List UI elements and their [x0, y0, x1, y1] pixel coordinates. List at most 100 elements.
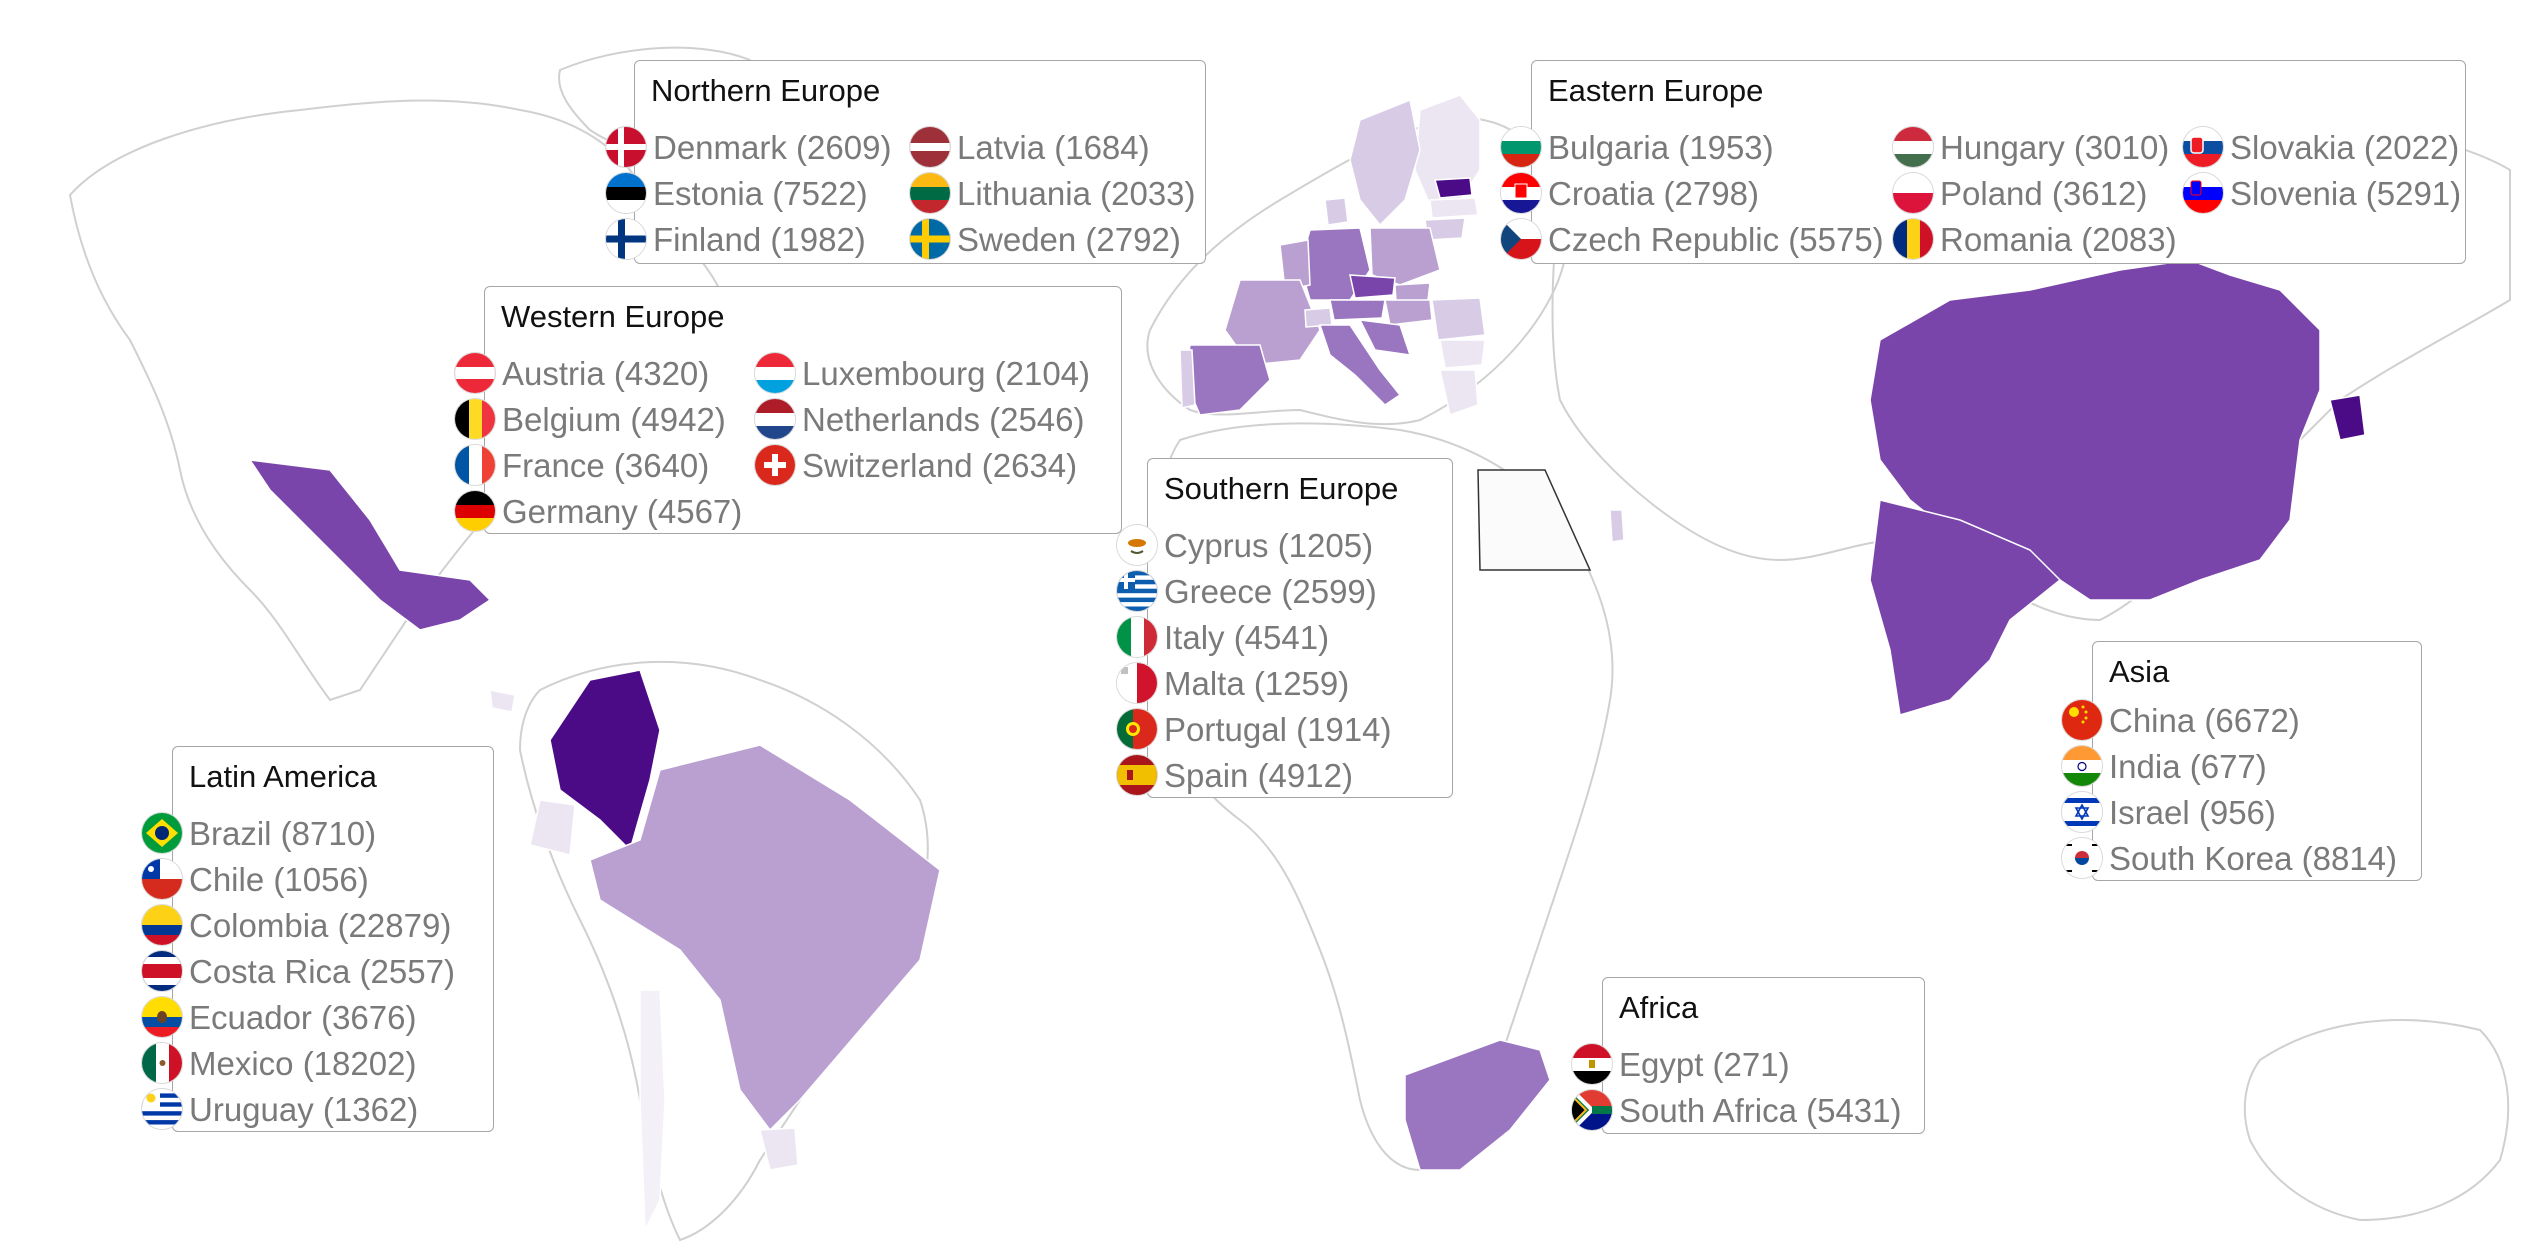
- germany-flag-icon: [454, 490, 496, 532]
- entry-label: Lithuania (2033): [957, 175, 1196, 212]
- greece-flag-icon: [1116, 570, 1158, 612]
- entry-label: Denmark (2609): [653, 129, 892, 166]
- uruguay-shape: [759, 1127, 799, 1171]
- malta-flag-icon: [1116, 662, 1158, 704]
- entry-label: Uruguay (1362): [189, 1091, 419, 1128]
- ecuador-shape: [529, 799, 576, 856]
- slovenia-flag-icon: [2182, 172, 2224, 214]
- romania-flag-icon: [1892, 218, 1934, 260]
- entry-label: Czech Republic (5575): [1548, 221, 1884, 258]
- cyprus-flag-icon: [1116, 524, 1158, 566]
- entry-label: France (3640): [502, 447, 710, 484]
- entry-label: Colombia (22879): [189, 907, 452, 944]
- entry-label: Brazil (8710): [189, 815, 377, 852]
- spain-shape: [1184, 344, 1271, 416]
- entry-label: Italy (4541): [1164, 619, 1330, 656]
- entry-label: Portugal (1914): [1164, 711, 1392, 748]
- italy-shape: [1318, 324, 1402, 406]
- south-africa-shape: [1404, 1039, 1551, 1171]
- latvia-shape: [1429, 197, 1479, 219]
- brazil-flag-icon: [141, 812, 183, 854]
- entry-label: Switzerland (2634): [802, 447, 1078, 484]
- entry-label: South Africa (5431): [1619, 1092, 1902, 1129]
- hungary-flag-icon: [1892, 126, 1934, 168]
- region-title: Eastern Europe: [1548, 73, 1764, 108]
- chile-shape: [639, 989, 666, 1231]
- entry-label: Greece (2599): [1164, 573, 1377, 610]
- france-shape: [1224, 279, 1321, 366]
- region-title: Latin America: [189, 759, 377, 794]
- egypt-shape: [1477, 469, 1592, 571]
- ecuador-flag-icon: [141, 996, 183, 1038]
- italy-flag-icon: [1116, 616, 1158, 658]
- entry-label: Estonia (7522): [653, 175, 868, 212]
- slovenia-croatia-shape: [1358, 319, 1412, 356]
- entry-label: Austria (4320): [502, 355, 710, 392]
- australia-outline: [2243, 1019, 2510, 1222]
- israel-shape: [1609, 509, 1625, 543]
- entry-label: Latvia (1684): [957, 129, 1150, 166]
- entry-label: Ecuador (3676): [189, 999, 417, 1036]
- entry-label: Chile (1056): [189, 861, 369, 898]
- greece-shape: [1439, 369, 1479, 416]
- south-korea-flag-icon: [2061, 837, 2103, 879]
- belgium-flag-icon: [454, 398, 496, 440]
- entry-label: Slovakia (2022): [2230, 129, 2460, 166]
- region-box-eastern-europe: Eastern Europe: [1531, 60, 2466, 264]
- croatia-flag-icon: [1500, 172, 1542, 214]
- luxembourg-flag-icon: [754, 352, 796, 394]
- entry-label: Slovenia (5291): [2230, 175, 2462, 212]
- colombia-flag-icon: [141, 904, 183, 946]
- switzerland-shape: [1304, 307, 1333, 328]
- entry-label: Egypt (271): [1619, 1046, 1790, 1083]
- netherlands-belgium-shape: [1279, 239, 1311, 291]
- sweden-flag-icon: [909, 218, 951, 260]
- france-flag-icon: [454, 444, 496, 486]
- israel-flag-icon: [2061, 791, 2103, 833]
- region-title: Southern Europe: [1164, 471, 1399, 506]
- slovakia-shape: [1394, 282, 1431, 303]
- portugal-shape: [1179, 349, 1196, 409]
- estonia-flag-icon: [605, 172, 647, 214]
- bulgaria-shape: [1439, 339, 1486, 369]
- south-korea-shape: [2329, 394, 2366, 441]
- mexico-shape: [248, 459, 492, 631]
- entry-label: Bulgaria (1953): [1548, 129, 1774, 166]
- entry-label: Hungary (3010): [1940, 129, 2170, 166]
- latvia-flag-icon: [909, 126, 951, 168]
- romania-shape: [1431, 297, 1486, 341]
- poland-shape: [1369, 227, 1441, 286]
- entry-label: South Korea (8814): [2109, 840, 2398, 877]
- finland-flag-icon: [605, 218, 647, 260]
- region-title: Africa: [1619, 990, 1699, 1025]
- china-flag-icon: [2061, 699, 2103, 741]
- entry-label: Mexico (18202): [189, 1045, 417, 1082]
- region-box-asia: Asia: [2092, 641, 2422, 881]
- egypt-flag-icon: [1571, 1043, 1613, 1085]
- entry-label: Germany (4567): [502, 493, 743, 530]
- entry-label: India (677): [2109, 748, 2267, 785]
- costa-rica-flag-icon: [141, 950, 183, 992]
- entry-label: Israel (956): [2109, 794, 2276, 831]
- austria-shape: [1329, 299, 1386, 321]
- uruguay-flag-icon: [141, 1088, 183, 1130]
- sweden-shape: [1349, 98, 1421, 227]
- india-flag-icon: [2061, 745, 2103, 787]
- spain-flag-icon: [1116, 754, 1158, 796]
- switzerland-flag-icon: [754, 444, 796, 486]
- entry-label: Finland (1982): [653, 221, 866, 258]
- czech-republic-shape: [1349, 274, 1396, 299]
- region-title: Asia: [2109, 654, 2170, 689]
- denmark-shape: [1324, 197, 1349, 226]
- south-africa-flag-icon: [1571, 1089, 1613, 1131]
- region-title: Northern Europe: [651, 73, 881, 108]
- costa-rica-shape: [489, 689, 516, 713]
- austria-flag-icon: [454, 352, 496, 394]
- europe-outline: [1146, 117, 1569, 426]
- lithuania-flag-icon: [909, 172, 951, 214]
- poland-flag-icon: [1892, 172, 1934, 214]
- bulgaria-flag-icon: [1500, 126, 1542, 168]
- region-box-africa: Africa: [1602, 977, 1925, 1134]
- entry-label: Netherlands (2546): [802, 401, 1085, 438]
- region-box-western-europe: Western Europe: [484, 286, 1122, 534]
